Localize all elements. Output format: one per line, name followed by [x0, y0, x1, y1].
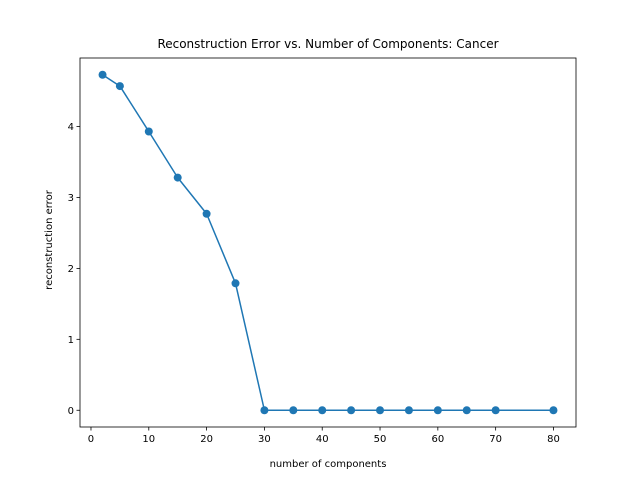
x-tick-label: 10 — [142, 434, 155, 445]
y-tick-label: 4 — [68, 122, 74, 133]
x-tick-label: 80 — [547, 434, 560, 445]
plot-area: 0 10 20 30 40 50 60 70 80 0 1 2 3 4 — [68, 57, 577, 445]
x-tick-label: 60 — [431, 434, 444, 445]
data-point — [549, 406, 558, 415]
data-point — [202, 209, 211, 218]
x-tick-label: 30 — [258, 434, 271, 445]
chart-title: Reconstruction Error vs. Number of Compo… — [157, 37, 498, 51]
y-tick-label: 0 — [68, 406, 74, 417]
data-point — [115, 82, 124, 91]
x-tick-label: 0 — [88, 434, 94, 445]
data-point — [289, 406, 298, 415]
y-tick-label: 3 — [68, 193, 74, 204]
data-point — [404, 406, 413, 415]
data-point — [347, 406, 356, 415]
y-axis-label: reconstruction error — [44, 189, 55, 290]
data-point — [260, 406, 269, 415]
data-point — [98, 70, 107, 79]
plot-frame — [79, 57, 577, 428]
x-tick-label: 70 — [489, 434, 502, 445]
series-line — [102, 74, 554, 412]
data-point — [318, 406, 327, 415]
x-axis-label: number of components — [270, 459, 387, 470]
data-point — [231, 279, 240, 288]
data-point — [173, 173, 182, 182]
data-point — [491, 406, 500, 415]
y-tick-label: 1 — [68, 335, 74, 346]
x-tick-label: 50 — [374, 434, 387, 445]
y-tick-label: 2 — [68, 264, 74, 275]
x-tick-label: 40 — [316, 434, 329, 445]
x-tick-label: 20 — [200, 434, 213, 445]
data-point — [376, 406, 385, 415]
data-point — [462, 406, 471, 415]
data-point — [433, 406, 442, 415]
data-point — [144, 127, 153, 136]
